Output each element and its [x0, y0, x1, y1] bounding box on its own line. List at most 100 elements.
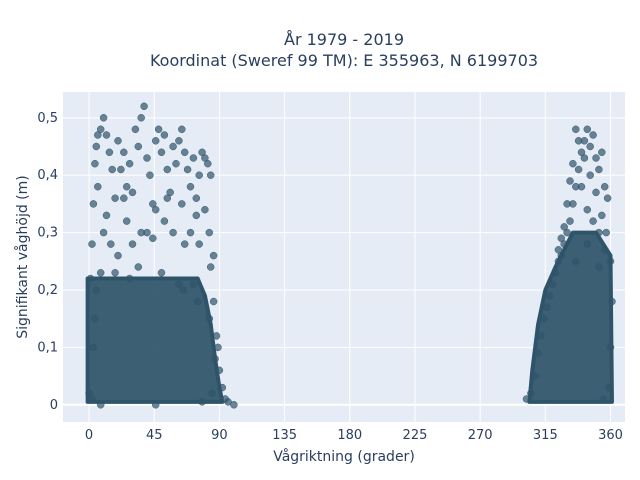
data-point: [160, 217, 169, 225]
data-point: [563, 200, 571, 208]
data-point: [99, 114, 108, 122]
data-point: [125, 274, 134, 283]
data-point: [606, 257, 615, 266]
data-point: [201, 205, 209, 214]
data-point: [172, 159, 180, 168]
data-point: [149, 234, 157, 243]
data-point: [125, 159, 134, 168]
data-point: [595, 165, 603, 174]
y-tick-label: 0,5: [37, 111, 58, 126]
data-point: [595, 263, 603, 271]
data-point: [560, 223, 568, 231]
data-point: [605, 383, 613, 392]
data-point: [122, 217, 131, 225]
data-point: [120, 194, 128, 202]
data-point: [122, 182, 131, 191]
data-point: [178, 200, 186, 208]
data-point: [111, 269, 119, 277]
data-point: [557, 234, 566, 243]
x-tick-label: 135: [272, 428, 297, 443]
x-tick-labels: 0 45 90 135 180 225 270 315 360: [85, 428, 623, 443]
y-tick-labels: 0 0,1 0,2 0,3 0,4 0,5: [37, 111, 58, 413]
data-point: [598, 148, 606, 157]
data-point: [94, 182, 102, 191]
data-point: [195, 240, 203, 248]
data-point: [111, 194, 119, 202]
data-point: [169, 142, 177, 151]
data-point: [163, 165, 172, 174]
data-point: [592, 154, 600, 162]
data-point: [537, 332, 545, 340]
data-point: [600, 182, 609, 191]
data-point: [583, 240, 592, 248]
data-point: [574, 165, 583, 174]
data-point: [169, 228, 177, 237]
data-point: [574, 137, 583, 145]
x-tick-label: 270: [468, 428, 493, 443]
data-point: [548, 280, 557, 289]
data-point: [600, 246, 609, 254]
data-point: [102, 211, 111, 220]
chart-title-line1: År 1979 - 2019: [284, 30, 404, 49]
x-tick-label: 360: [598, 428, 623, 443]
data-point: [195, 171, 203, 179]
data-point: [92, 286, 101, 294]
data-point: [189, 280, 198, 289]
grid-lines: [63, 92, 625, 422]
data-point: [146, 171, 154, 179]
data-point: [96, 401, 105, 409]
data-point: [540, 314, 548, 323]
data-point: [599, 395, 608, 403]
data-point: [137, 228, 145, 237]
data-point: [92, 142, 101, 151]
data-point: [178, 125, 186, 134]
x-tick-label: 0: [85, 428, 93, 443]
data-point: [88, 395, 96, 403]
data-point: [198, 398, 206, 406]
data-point: [606, 343, 615, 352]
data-point: [105, 148, 114, 157]
data-point: [117, 165, 125, 174]
data-point: [602, 228, 610, 237]
data-point: [215, 366, 224, 375]
data-point: [209, 297, 218, 306]
data-point: [186, 182, 195, 191]
data-point: [583, 205, 592, 214]
data-points: [85, 102, 616, 409]
data-point: [527, 389, 535, 398]
data-point: [192, 211, 201, 220]
data-point: [586, 171, 594, 179]
data-point: [212, 332, 221, 340]
data-point: [128, 188, 137, 197]
x-tick-label: 180: [337, 428, 362, 443]
data-point: [157, 148, 166, 157]
data-point: [586, 142, 594, 151]
x-tick-label: 315: [533, 428, 558, 443]
data-point: [91, 314, 99, 323]
data-point: [205, 314, 214, 323]
data-point: [86, 274, 95, 283]
data-point: [572, 257, 580, 266]
data-point: [543, 303, 551, 311]
data-point: [211, 355, 219, 363]
data-point: [128, 240, 137, 248]
data-point: [134, 263, 143, 271]
data-point: [107, 240, 115, 248]
data-point: [589, 131, 597, 139]
data-point: [120, 148, 128, 157]
data-point: [180, 240, 189, 248]
data-point: [206, 263, 215, 271]
data-point: [154, 125, 163, 134]
data-point: [140, 102, 148, 111]
data-point: [175, 280, 183, 289]
data-point: [175, 137, 183, 145]
data-point: [577, 182, 586, 191]
data-point: [134, 142, 143, 151]
data-point: [554, 246, 563, 254]
y-tick-label: 0,2: [37, 283, 58, 298]
x-tick-label: 45: [146, 428, 163, 443]
y-tick-label: 0,3: [37, 226, 58, 241]
data-point: [137, 114, 145, 122]
data-point: [193, 297, 202, 306]
